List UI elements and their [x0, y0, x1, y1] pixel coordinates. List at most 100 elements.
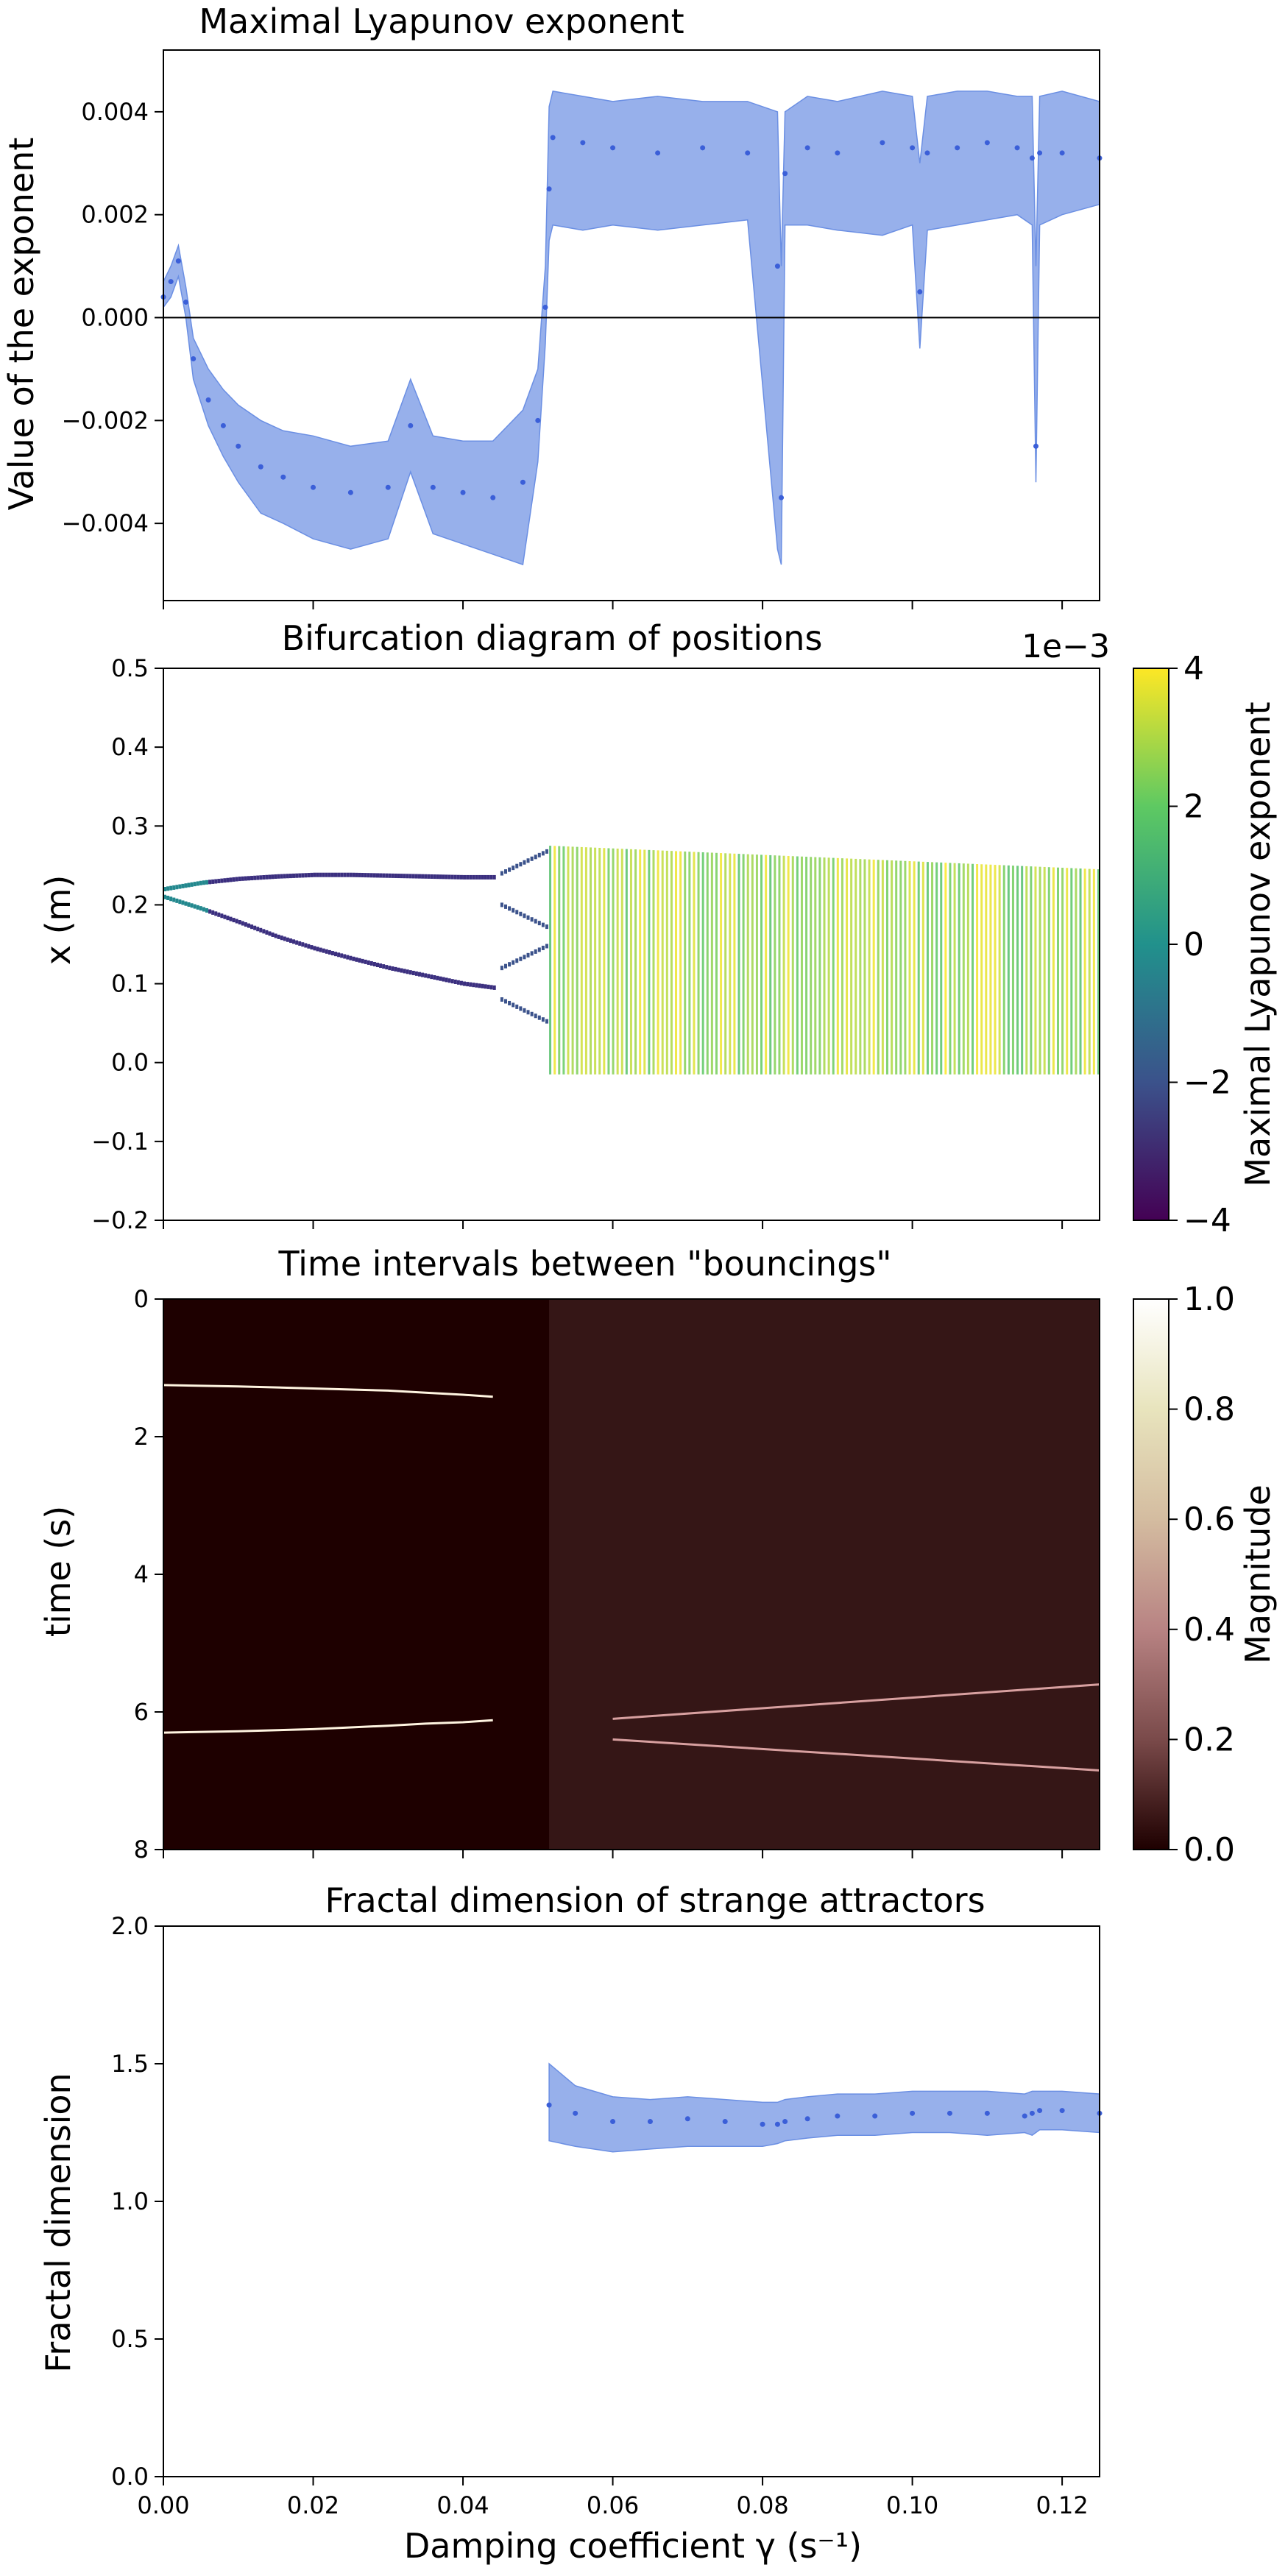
bifurcation-point — [421, 874, 425, 879]
bifurcation-point — [274, 933, 277, 938]
data-point — [280, 474, 286, 480]
chaotic-band — [1061, 867, 1064, 1075]
chaotic-band — [1034, 866, 1037, 1075]
chaotic-band — [607, 848, 610, 1075]
chaotic-band — [818, 857, 821, 1075]
bifurcation-point — [292, 939, 296, 944]
bifurcation-point — [259, 875, 263, 880]
chaotic-band — [746, 854, 749, 1075]
bifurcation-point — [526, 1010, 530, 1015]
chaotic-band — [827, 857, 830, 1075]
bifurcation-point — [500, 871, 503, 876]
chaotic-band — [616, 849, 619, 1075]
chaotic-band — [778, 855, 781, 1075]
bifurcation-point — [519, 911, 523, 916]
data-point — [835, 2113, 841, 2119]
interval-ridge — [612, 1738, 1100, 1772]
bifurcation-point — [391, 873, 394, 878]
bifurcation-point — [541, 851, 545, 856]
bifurcation-point — [526, 915, 530, 920]
chaotic-band — [940, 862, 943, 1075]
chaotic-band — [737, 854, 740, 1075]
chaotic-band — [904, 860, 907, 1075]
bifurcation-point — [190, 903, 194, 908]
bifurcation-point — [337, 872, 341, 877]
chaotic-band — [962, 863, 965, 1075]
chaotic-band — [885, 860, 888, 1075]
bifurcation-point — [289, 938, 292, 944]
bifurcation-point — [268, 874, 272, 880]
chaotic-band — [715, 852, 718, 1075]
y-tick-label: 1.5 — [111, 2050, 149, 2078]
chaotic-band — [1097, 869, 1100, 1075]
bifurcation-point — [352, 872, 355, 877]
chaotic-band — [832, 857, 835, 1075]
bifurcation-point — [184, 901, 188, 906]
chaotic-band — [863, 859, 866, 1075]
bifurcation-point — [301, 942, 305, 947]
bifurcation-point — [280, 935, 283, 941]
chaotic-band — [859, 859, 862, 1075]
chaotic-band — [810, 857, 813, 1075]
bifurcation-point — [379, 963, 383, 969]
chaotic-band — [1056, 867, 1059, 1075]
bifurcation-point — [193, 904, 197, 909]
bifurcation-point — [534, 949, 537, 954]
axes-frame — [163, 49, 1100, 601]
bifurcation-point — [391, 966, 394, 971]
bifurcation-point — [286, 937, 289, 942]
bifurcation-point — [301, 873, 305, 878]
bifurcation-point — [330, 872, 334, 877]
chaotic-band — [1011, 866, 1014, 1075]
data-point — [779, 495, 785, 500]
chaotic-band — [701, 852, 704, 1075]
chaotic-band — [800, 856, 803, 1075]
data-point — [804, 145, 810, 151]
bifurcation-point — [445, 874, 448, 880]
data-point — [917, 289, 923, 295]
confidence-band — [548, 2062, 1100, 2153]
y-tick-label: −0.004 — [62, 509, 149, 537]
bifurcation-point — [397, 874, 400, 879]
bifurcation-point — [208, 880, 212, 885]
bifurcation-point — [226, 916, 230, 921]
bifurcation-point — [322, 948, 325, 953]
bifurcation-point — [541, 945, 545, 950]
chaotic-band — [584, 847, 587, 1075]
data-point — [1029, 155, 1035, 161]
interval-ridge — [163, 1719, 493, 1734]
bifurcation-point — [478, 874, 481, 880]
interval-ridge — [612, 1683, 1100, 1720]
bifurcation-point — [349, 872, 353, 877]
bifurcation-point — [199, 906, 202, 911]
bifurcation-point — [211, 879, 215, 884]
bifurcation-point — [439, 874, 442, 880]
bifurcation-point — [526, 952, 530, 958]
bifurcation-point — [316, 872, 319, 877]
bifurcation-point — [238, 920, 241, 924]
chaotic-band — [899, 860, 902, 1075]
bifurcation-point — [181, 883, 185, 888]
chaotic-band — [895, 860, 898, 1075]
data-point — [168, 279, 174, 285]
y-tick-label: 0.1 — [111, 970, 149, 998]
bifurcation-point — [489, 874, 493, 880]
chaotic-band — [1021, 866, 1024, 1075]
bifurcation-point — [504, 904, 508, 909]
bifurcation-point — [469, 874, 473, 880]
bifurcation-point — [424, 874, 428, 879]
x-ticks: 0.00 0.02 0.04 0.06 0.08 0.10 0.12 — [137, 2477, 1089, 2519]
data-point — [430, 484, 436, 490]
bifurcation-point — [427, 874, 431, 879]
chaotic-band — [782, 855, 785, 1075]
bifurcation-point — [217, 879, 221, 884]
x-ticks — [163, 1220, 1064, 1229]
data-point — [610, 2119, 616, 2125]
bifurcation-point — [512, 960, 515, 965]
bifurcation-point — [408, 874, 412, 879]
bifurcation-point — [411, 874, 415, 879]
bifurcation-point — [466, 982, 470, 987]
bifurcation-point — [307, 873, 311, 878]
bifurcation-point — [307, 944, 311, 949]
bifurcation-point — [217, 912, 221, 917]
